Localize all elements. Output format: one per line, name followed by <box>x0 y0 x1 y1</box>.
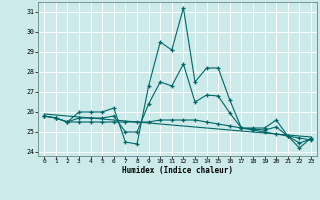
X-axis label: Humidex (Indice chaleur): Humidex (Indice chaleur) <box>122 166 233 175</box>
